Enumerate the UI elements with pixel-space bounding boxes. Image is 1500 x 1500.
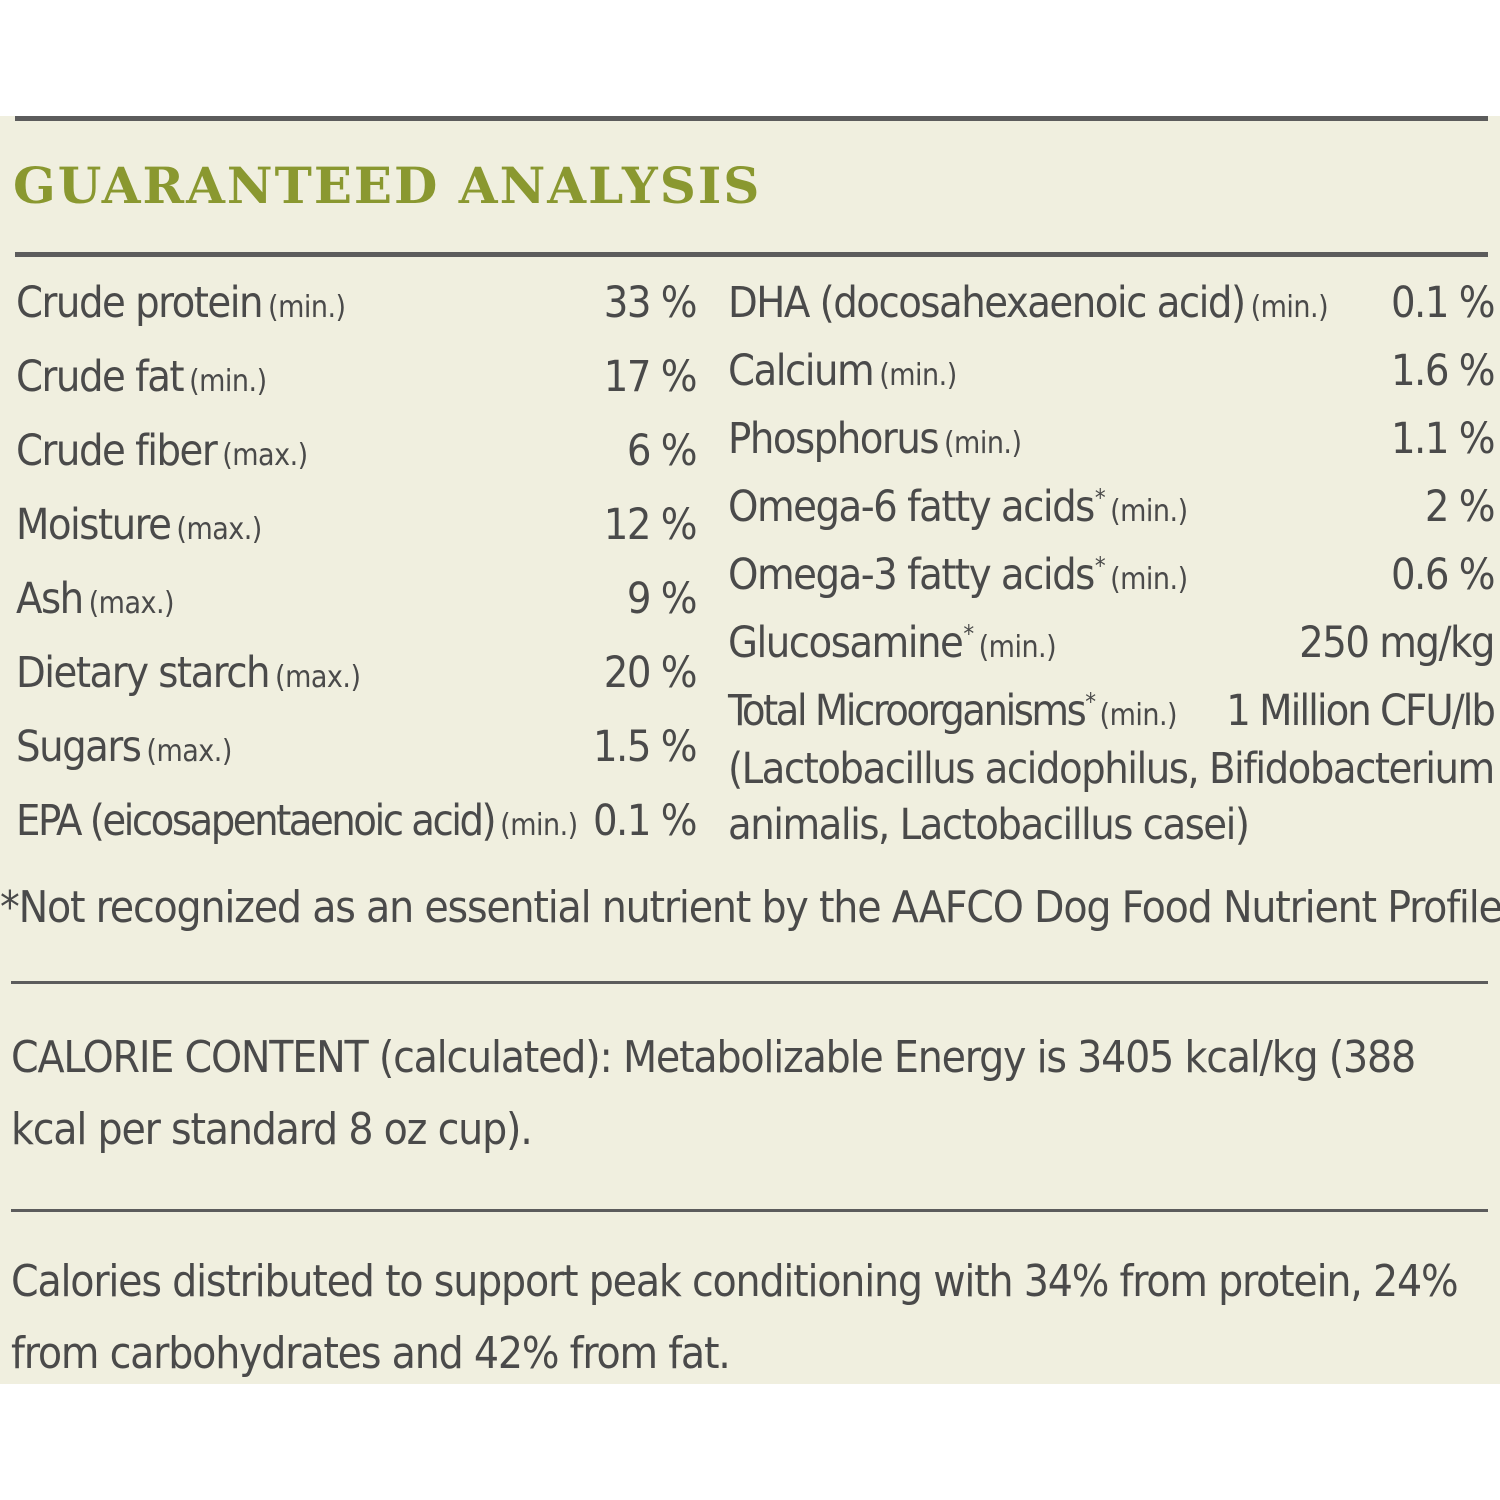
- nutrient-value: 0.1 %: [1390, 278, 1496, 328]
- footnote-marker: *: [1094, 551, 1106, 580]
- nutrient-value: 17 %: [603, 352, 698, 402]
- nutrient-label: Omega-3 fatty acids* (min.): [728, 550, 1188, 600]
- nutrient-name: EPA (eicosapentaenoic acid): [16, 796, 497, 846]
- nutrient-label: Calcium (min.): [728, 346, 957, 396]
- nutrient-qualifier: (max.): [88, 586, 175, 621]
- nutrient-qualifier: (max.): [222, 438, 308, 473]
- nutrient-name: Omega-3 fatty acids: [728, 550, 1095, 600]
- section-divider: [11, 981, 1488, 984]
- nutrient-label: Omega-6 fatty acids* (min.): [728, 482, 1188, 532]
- nutrient-name: Crude fat: [16, 352, 185, 402]
- nutrient-label: Moisture (max.): [16, 500, 262, 550]
- nutrient-qualifier: (max.): [275, 660, 361, 695]
- nutrient-value: 1.5 %: [592, 722, 698, 772]
- nutrient-qualifier: (min.): [1099, 698, 1178, 733]
- nutrient-row: Phosphorus (min.) 1.1 %: [728, 414, 1496, 464]
- calorie-distribution-text: Calories distributed to support peak con…: [11, 1256, 1459, 1379]
- nutrient-label: Glucosamine* (min.): [728, 618, 1057, 668]
- nutrient-row: Omega-6 fatty acids* (min.) 2 %: [728, 482, 1496, 532]
- nutrient-qualifier: (max.): [146, 734, 232, 769]
- nutrient-name: Phosphorus: [728, 414, 940, 464]
- nutrient-value: 2 %: [1424, 482, 1496, 532]
- footnote: *Not recognized as an essential nutrient…: [0, 882, 1500, 933]
- nutrient-label: Crude fiber (max.): [16, 426, 308, 476]
- nutrient-qualifier: (min.): [500, 808, 578, 843]
- nutrient-qualifier: (min.): [944, 426, 1022, 461]
- nutrient-name: Ash: [16, 574, 84, 624]
- footnote-marker: *: [963, 619, 974, 648]
- nutrient-row: Crude protein (min.) 33 %: [16, 278, 698, 328]
- footnote-marker: *: [1094, 483, 1106, 512]
- nutrient-value: 1.6 %: [1390, 346, 1496, 396]
- nutrient-row: Crude fat (min.) 17 %: [16, 352, 698, 402]
- nutrient-label: DHA (docosahexaenoic acid) (min.): [728, 278, 1329, 328]
- nutrient-qualifier: (min.): [268, 290, 346, 325]
- nutrient-value: 9 %: [626, 574, 698, 624]
- nutrient-row: Omega-3 fatty acids* (min.) 0.6 %: [728, 550, 1496, 600]
- heading-divider: [15, 252, 1488, 257]
- nutrient-name: DHA (docosahexaenoic acid): [728, 278, 1246, 328]
- nutrient-value: 12 %: [603, 500, 698, 550]
- nutrient-row: Glucosamine* (min.) 250 mg/kg: [728, 618, 1495, 668]
- nutrient-row: DHA (docosahexaenoic acid) (min.) 0.1 %: [728, 278, 1496, 328]
- guaranteed-analysis-panel: GUARANTEED ANALYSIS Crude protein (min.) …: [0, 116, 1500, 1384]
- nutrient-name: Moisture: [16, 500, 172, 550]
- nutrient-name: Sugars: [16, 722, 142, 772]
- nutrient-label: EPA (eicosapentaenoic acid) (min.): [16, 796, 578, 846]
- nutrient-row: Dietary starch (max.) 20 %: [16, 648, 698, 698]
- nutrient-row: Ash (max.) 9 %: [16, 574, 698, 624]
- nutrient-label: Dietary starch (max.): [16, 648, 361, 698]
- nutrient-qualifier: (min.): [189, 364, 267, 399]
- nutrient-row: Moisture (max.) 12 %: [16, 500, 698, 550]
- nutrient-name: Dietary starch: [16, 648, 271, 698]
- nutrient-value: 0.1 %: [592, 796, 698, 846]
- nutrient-row: Total Microorganisms* (min.) 1 Million CF…: [728, 686, 1496, 736]
- nutrient-qualifier: (min.): [1110, 562, 1188, 597]
- nutrient-qualifier: (min.): [879, 358, 957, 393]
- nutrient-label: Phosphorus (min.): [728, 414, 1022, 464]
- nutrient-name: Glucosamine: [728, 618, 964, 668]
- microorganisms-detail-line: animalis, Lactobacillus casei): [728, 800, 1250, 850]
- nutrient-value: 1.1 %: [1390, 414, 1496, 464]
- nutrient-value: 20 %: [603, 648, 698, 698]
- nutrient-label: Ash (max.): [16, 574, 175, 624]
- microorganisms-detail-line: (Lactobacillus acidophilus, Bifidobacter…: [728, 744, 1495, 794]
- nutrient-row: Sugars (max.) 1.5 %: [16, 722, 698, 772]
- section-heading: GUARANTEED ANALYSIS: [13, 156, 762, 215]
- nutrient-label: Crude fat (min.): [16, 352, 267, 402]
- nutrient-value: 0.6 %: [1390, 550, 1496, 600]
- nutrient-row: Crude fiber (max.) 6 %: [16, 426, 698, 476]
- nutrient-value: 250 mg/kg: [1299, 618, 1495, 668]
- nutrient-row: Calcium (min.) 1.6 %: [728, 346, 1496, 396]
- nutrient-value: 6 %: [626, 426, 698, 476]
- calorie-content-text: CALORIE CONTENT (calculated): Metaboliza…: [11, 1032, 1416, 1155]
- nutrient-qualifier: (min.): [978, 630, 1057, 665]
- nutrient-label: Crude protein (min.): [16, 278, 346, 328]
- nutrient-name: Crude fiber: [16, 426, 218, 476]
- nutrient-name: Omega-6 fatty acids: [728, 482, 1095, 532]
- nutrient-qualifier: (min.): [1250, 290, 1329, 325]
- nutrient-label: Total Microorganisms* (min.): [728, 686, 1178, 736]
- nutrient-value: 33 %: [603, 278, 698, 328]
- footnote-marker: *: [1085, 687, 1096, 716]
- nutrient-name: Crude protein: [16, 278, 264, 328]
- nutrient-row: EPA (eicosapentaenoic acid) (min.) 0.1 %: [16, 796, 698, 846]
- nutrient-name: Calcium: [728, 346, 875, 396]
- top-divider: [15, 116, 1488, 121]
- section-divider: [11, 1209, 1488, 1212]
- nutrient-qualifier: (max.): [176, 512, 262, 547]
- nutrient-value: 1 Million CFU/lb: [1226, 686, 1496, 736]
- nutrient-label: Sugars (max.): [16, 722, 232, 772]
- nutrient-name: Total Microorganisms: [728, 686, 1087, 736]
- nutrient-qualifier: (min.): [1110, 494, 1188, 529]
